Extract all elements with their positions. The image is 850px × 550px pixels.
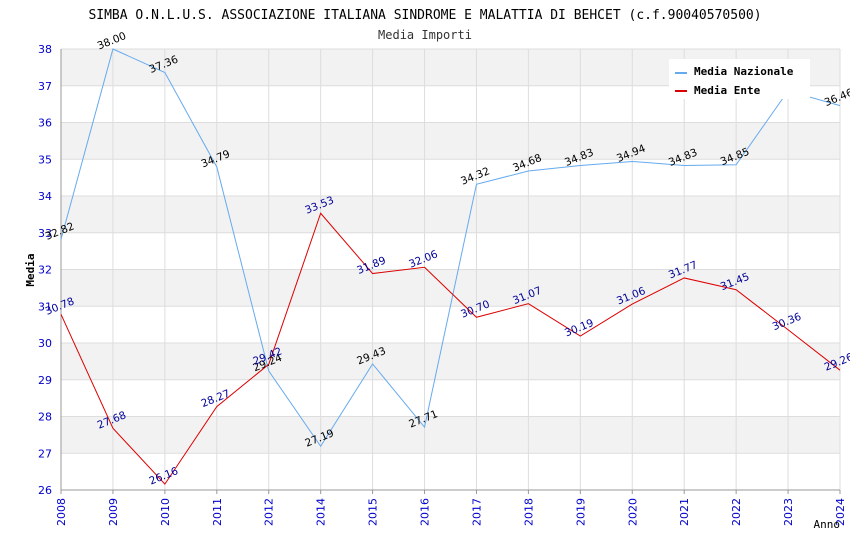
grid-band <box>61 416 840 454</box>
grid-band <box>61 269 840 307</box>
x-tick-label-2023: 2023 <box>782 498 795 526</box>
data-label-media-ente-2023: 30.36 <box>771 311 804 334</box>
x-tick-label-2010: 2010 <box>159 498 172 526</box>
x-tick-labels: 2008 2009 2010 2011 2012 2014 2015 2016 2017 2018… <box>55 498 847 526</box>
series-lines <box>60 48 841 485</box>
series-line-media-nazionale <box>60 48 841 448</box>
x-tick-label-2018: 2018 <box>522 498 535 526</box>
grid-band <box>61 122 840 160</box>
x-tick-label-2024: 2024 <box>834 498 847 526</box>
legend-label-media-ente: Media Ente <box>694 84 761 97</box>
grid-band <box>61 343 840 380</box>
y-tick-label: 33 <box>38 227 52 240</box>
gridlines <box>60 48 841 494</box>
y-tick-label: 29 <box>38 374 52 387</box>
x-tick-label-2021: 2021 <box>678 498 691 526</box>
y-tick-label: 38 <box>38 43 52 56</box>
y-tick-label: 35 <box>38 153 52 166</box>
grid-band <box>61 196 840 233</box>
y-tick-label: 34 <box>38 190 52 203</box>
x-tick-label-2008: 2008 <box>55 498 68 526</box>
data-label-media-nazionale-2024: 36.46 <box>823 87 850 110</box>
y-tick-label: 36 <box>38 117 52 130</box>
x-tick-label-2012: 2012 <box>263 498 276 526</box>
legend: Media Nazionale Media Ente <box>669 59 810 99</box>
legend-box <box>669 59 810 99</box>
y-tick-label: 27 <box>38 447 52 460</box>
x-tick-label-2019: 2019 <box>574 498 587 526</box>
data-label-media-ente-2010: 26.16 <box>148 465 181 488</box>
grid-bands <box>61 49 840 454</box>
x-tick-label-2011: 2011 <box>211 498 224 526</box>
x-tick-label-2015: 2015 <box>367 498 380 526</box>
y-tick-label: 31 <box>38 300 52 313</box>
x-axis-label: Anno <box>814 518 841 531</box>
y-tick-label: 26 <box>38 484 52 497</box>
y-tick-label: 32 <box>38 264 52 277</box>
x-tick-label-2014: 2014 <box>315 498 328 526</box>
chart-subtitle: Media Importi <box>378 28 472 42</box>
x-tick-label-2016: 2016 <box>419 498 432 526</box>
data-label-media-nazionale-2017: 34.32 <box>459 165 491 187</box>
y-tick-labels: 26 27 28 29 30 31 32 33 34 35 36 37 38 <box>38 43 52 497</box>
data-label-media-ente-2011: 28.27 <box>199 388 231 410</box>
x-tick-label-2022: 2022 <box>730 498 743 526</box>
y-tick-label: 28 <box>38 411 52 424</box>
data-label-media-nazionale-2008: 32.82 <box>44 220 76 242</box>
x-tick-label-2020: 2020 <box>626 498 639 526</box>
series-line-media-ente <box>60 212 841 485</box>
x-tick-label-2009: 2009 <box>107 498 120 526</box>
data-label-media-ente-2008: 30.78 <box>44 295 76 317</box>
y-axis-label: Media <box>24 253 37 286</box>
axes <box>60 49 840 491</box>
x-tick-label-2017: 2017 <box>470 498 483 526</box>
data-label-media-ente-2019: 30.19 <box>563 317 595 339</box>
y-tick-label: 30 <box>38 337 52 350</box>
chart-title: SIMBA O.N.L.U.S. ASSOCIAZIONE ITALIANA S… <box>88 8 761 23</box>
y-tick-label: 37 <box>38 80 52 93</box>
legend-label-media-nazionale: Media Nazionale <box>694 65 794 78</box>
